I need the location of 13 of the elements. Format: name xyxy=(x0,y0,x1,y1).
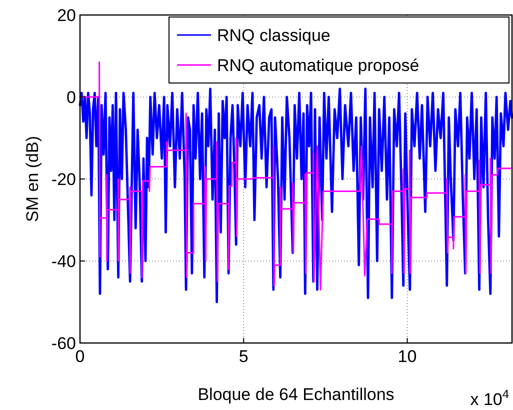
x-tick-label: 10 xyxy=(398,347,417,366)
y-tick-label: 0 xyxy=(66,88,76,107)
legend-label: RNQ classique xyxy=(217,26,330,45)
legend-label: RNQ automatique proposé xyxy=(217,56,420,75)
y-tick-label: 20 xyxy=(57,6,76,25)
line-series xyxy=(78,88,513,304)
y-tick-label: -20 xyxy=(51,170,76,189)
y-tick-label: -60 xyxy=(51,334,76,353)
x-axis-title: Bloque de 64 Echantillons xyxy=(198,385,394,404)
text: x 10$^{4}$ xyxy=(470,387,510,409)
y-tick-label: -40 xyxy=(51,252,76,271)
y-axis-title: SM en (dB) xyxy=(23,136,42,222)
x-tick-label: 5 xyxy=(238,347,248,366)
